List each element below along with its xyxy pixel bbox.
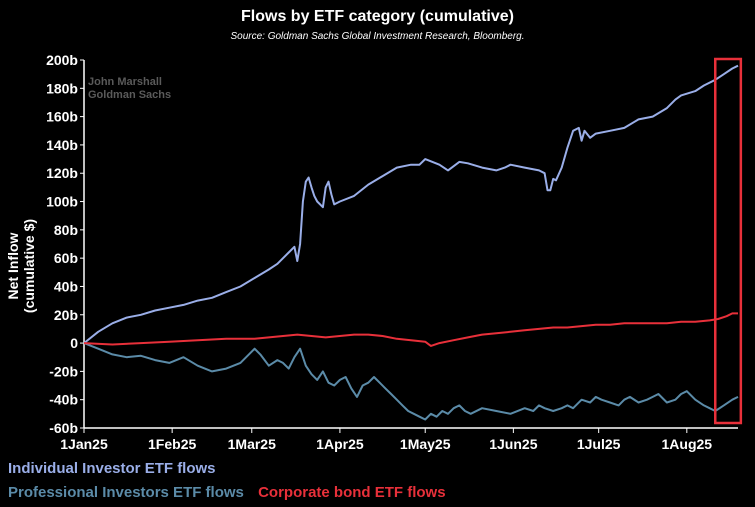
y-tick-label: -60b: [49, 420, 78, 436]
y-tick-label: -20b: [49, 363, 78, 379]
y-tick-label: 200b: [46, 52, 78, 68]
y-tick-label: 20b: [54, 307, 78, 323]
series-corporate-bond-line: [83, 312, 738, 347]
x-tick-label: 1Apr25: [316, 436, 364, 452]
y-tick-label: 140b: [46, 137, 78, 153]
watermark-line-1: John Marshall: [88, 76, 162, 88]
y-tick-label: 160b: [46, 109, 78, 125]
highlight-box: [714, 57, 743, 425]
y-tick-label: 180b: [46, 80, 78, 96]
chart-title: Flows by ETF category (cumulative): [241, 8, 514, 25]
series-individual-line: [83, 64, 739, 344]
x-tick-label: 1Jun25: [489, 436, 537, 452]
series-professional-line: [83, 342, 739, 421]
y-tick-label: -40b: [49, 392, 78, 408]
y-tick-label: 40b: [54, 278, 78, 294]
x-tick-label: 1Mar25: [228, 436, 276, 452]
legend-row-2: Professional Investors ETF flows Corpora…: [8, 484, 456, 501]
x-tick-label: 1Jul25: [577, 436, 621, 452]
watermark-line-2: Goldman Sachs: [88, 89, 172, 101]
x-tick-label: 1May25: [400, 436, 451, 452]
x-tick-label: 1Jan25: [60, 436, 108, 452]
x-tick-label: 1Feb25: [148, 436, 196, 452]
legend-professional: Professional Investors ETF flows: [8, 484, 244, 501]
watermark: John Marshall Goldman Sachs: [88, 76, 171, 102]
x-tick-label: 1Aug25: [662, 436, 713, 452]
chart-subtitle: Source: Goldman Sachs Global Investment …: [230, 31, 525, 42]
legend-corporate-bond: Corporate bond ETF flows: [258, 484, 446, 501]
y-tick-label: 120b: [46, 165, 78, 181]
legend-row-1: Individual Investor ETF flows: [8, 460, 216, 477]
legend-individual: Individual Investor ETF flows: [8, 460, 216, 477]
y-tick-label: 60b: [54, 250, 78, 266]
y-tick-label: 0: [70, 335, 78, 351]
y-tick-label: 80b: [54, 222, 78, 238]
y-tick-label: 100b: [46, 194, 78, 210]
